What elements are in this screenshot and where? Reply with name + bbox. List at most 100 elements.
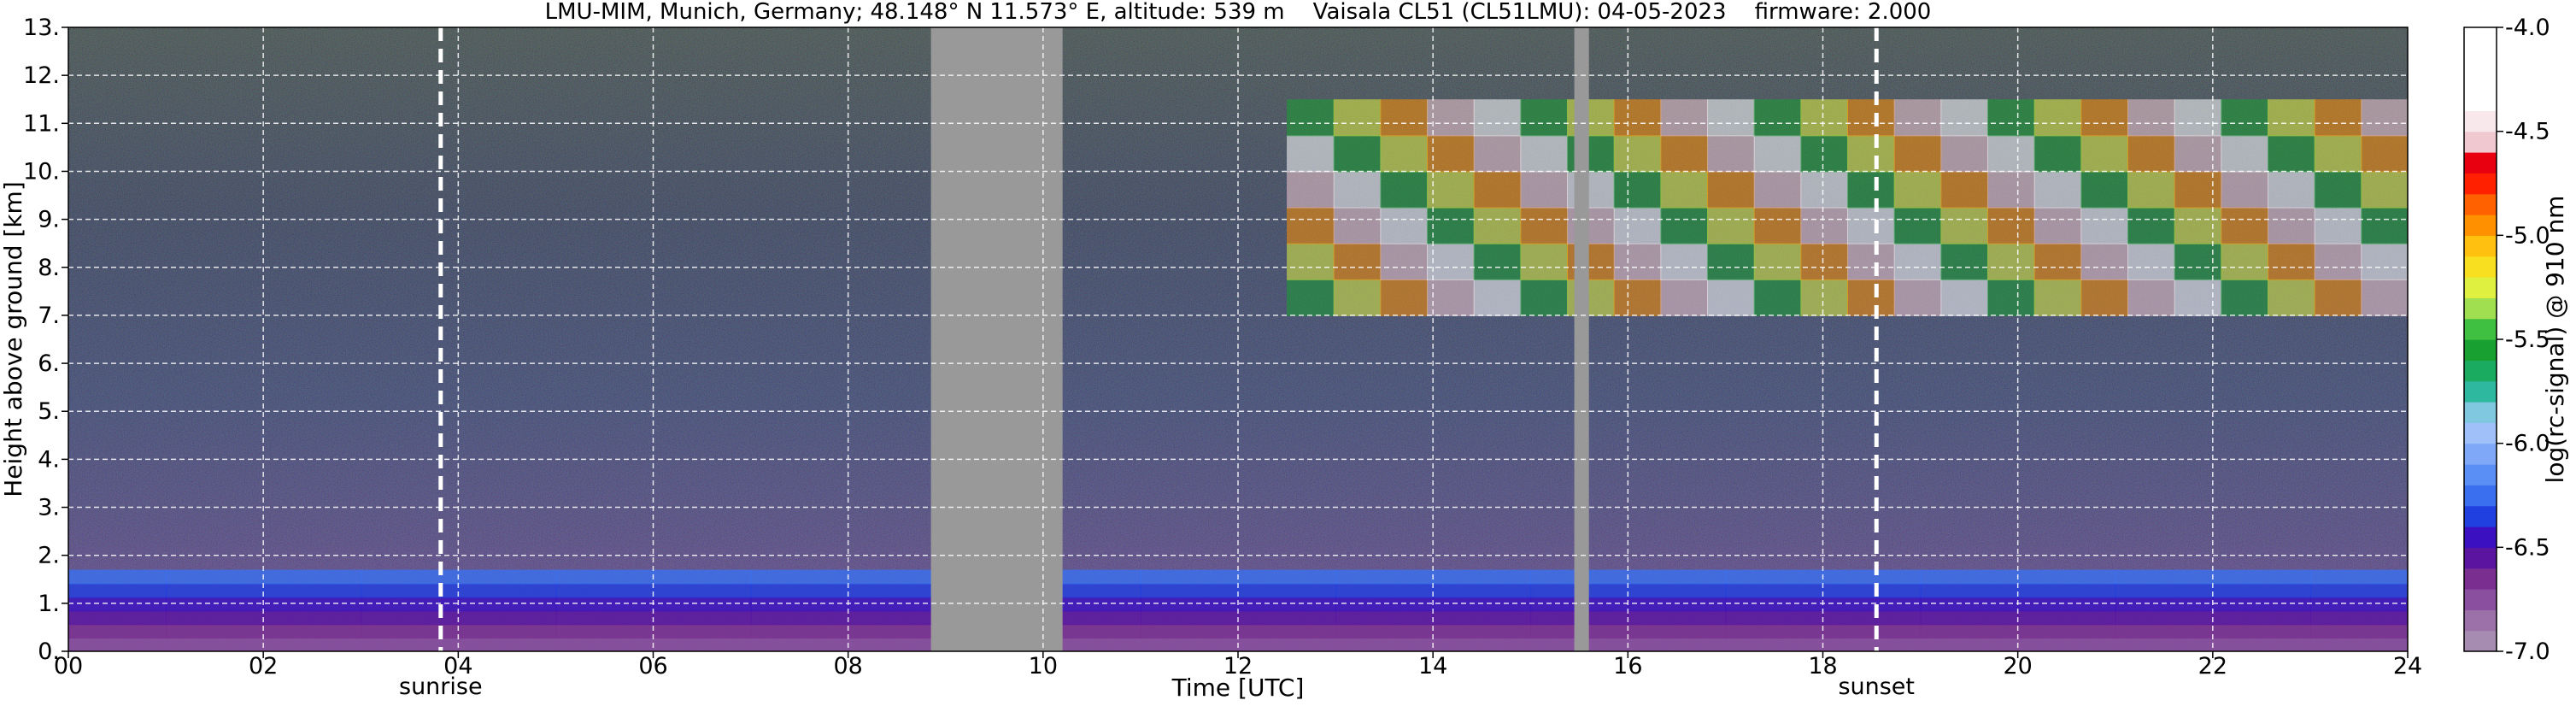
feature-cell xyxy=(2127,279,2175,316)
y-tick-label: 7. xyxy=(38,303,60,329)
feature-cell xyxy=(1140,597,1239,612)
feature-cell xyxy=(68,583,167,598)
x-tick-label: 16 xyxy=(1613,653,1642,680)
feature-cell xyxy=(1893,207,1942,244)
feature-cell xyxy=(2080,171,2129,209)
feature-cell xyxy=(1707,243,1755,280)
feature-cell xyxy=(2221,171,2269,209)
feature-cell xyxy=(1893,171,1942,209)
feature-cell xyxy=(166,583,265,598)
feature-cell xyxy=(2361,135,2408,173)
y-tick-label: 11. xyxy=(23,110,60,137)
colorbar-swatches xyxy=(2464,27,2497,652)
feature-cell xyxy=(1822,583,1922,598)
feature-cell xyxy=(1520,171,1569,209)
x-tick-label: 06 xyxy=(638,653,667,680)
day-marker-labels: sunrise sunset xyxy=(399,674,1915,700)
feature-cell xyxy=(2127,99,2175,137)
colorbar-swatch xyxy=(2464,235,2497,257)
feature-cell xyxy=(2127,243,2175,280)
feature-cell xyxy=(1238,638,1337,651)
feature-cell xyxy=(2221,99,2269,137)
feature-cell xyxy=(2212,569,2311,585)
feature-cell xyxy=(1140,610,1239,626)
feature-cell xyxy=(1940,207,1989,244)
feature-cell xyxy=(1433,583,1532,598)
feature-cell xyxy=(1847,243,1895,280)
feature-cell xyxy=(1847,171,1895,209)
colorbar: -7.0 -6.5 -6.0 -5.5 -5.0 -4.5 -4.0 log(rc-sign… xyxy=(2463,15,2569,665)
feature-cell xyxy=(1380,279,1429,316)
feature-cell xyxy=(2080,99,2129,137)
colorbar-swatch xyxy=(2464,297,2497,320)
y-axis-ticks: 0. 1. 2. 3. 4. 5. 6. 7. 8. 9. 10. 11. 12. 13. xyxy=(23,15,68,665)
feature-cell xyxy=(1628,638,1727,651)
feature-cell xyxy=(555,638,654,651)
feature-cell xyxy=(1753,207,1802,244)
feature-cirrus-cloud xyxy=(1287,99,2408,316)
feature-cell xyxy=(1433,610,1532,626)
feature-cell xyxy=(653,610,752,626)
feature-cell xyxy=(1725,610,1824,626)
colorbar-swatch xyxy=(2464,609,2497,632)
feature-cell xyxy=(1427,135,1475,173)
feature-cell xyxy=(1660,171,1709,209)
feature-cell xyxy=(2115,569,2214,585)
feature-cell xyxy=(2174,279,2222,316)
feature-cell xyxy=(1822,597,1922,612)
x-tick-label: 12 xyxy=(1223,653,1253,680)
feature-cell xyxy=(1380,243,1429,280)
feature-cell xyxy=(2017,610,2116,626)
feature-cell xyxy=(1433,638,1532,651)
feature-cell xyxy=(555,624,654,639)
feature-cell xyxy=(750,569,849,585)
feature-cell xyxy=(2127,207,2175,244)
feature-cell xyxy=(2017,569,2116,585)
colorbar-swatch xyxy=(2464,131,2497,153)
feature-cell xyxy=(2268,243,2315,280)
x-tick-label: 00 xyxy=(54,653,83,680)
feature-cell xyxy=(1847,99,1895,137)
feature-cell xyxy=(1628,624,1727,639)
feature-cell xyxy=(2221,243,2269,280)
colorbar-tick-label: -6.5 xyxy=(2505,534,2550,561)
feature-cell xyxy=(555,597,654,612)
feature-cell xyxy=(458,638,557,651)
colorbar-tick-label: -5.5 xyxy=(2505,327,2550,353)
feature-cell xyxy=(2309,583,2408,598)
feature-cell xyxy=(2174,243,2222,280)
feature-cell xyxy=(1335,583,1435,598)
feature-cell xyxy=(653,624,752,639)
y-tick-label: 8. xyxy=(38,255,60,281)
feature-cell xyxy=(2314,243,2362,280)
feature-cell xyxy=(1380,135,1429,173)
feature-cell xyxy=(1800,171,1849,209)
feature-cell xyxy=(1333,99,1382,137)
feature-cell xyxy=(1800,99,1849,137)
colorbar-swatch xyxy=(2464,568,2497,590)
colorbar-swatch xyxy=(2464,48,2497,70)
feature-cell xyxy=(555,583,654,598)
feature-cell xyxy=(2361,99,2408,137)
sunrise-label: sunrise xyxy=(399,674,483,700)
feature-cell xyxy=(1940,279,1989,316)
feature-cell xyxy=(263,638,362,651)
feature-cell xyxy=(361,597,460,612)
feature-cell xyxy=(1940,171,1989,209)
feature-cell xyxy=(1042,597,1141,612)
feature-cell xyxy=(1753,171,1802,209)
feature-cell xyxy=(2127,135,2175,173)
feature-cell xyxy=(2309,597,2408,612)
feature-cell xyxy=(848,583,947,598)
feature-cell xyxy=(1822,638,1922,651)
feature-cell xyxy=(1238,597,1337,612)
feature-cell xyxy=(1660,99,1709,137)
feature-cell xyxy=(2212,638,2311,651)
feature-cell xyxy=(1335,569,1435,585)
feature-cell xyxy=(750,597,849,612)
colorbar-swatch xyxy=(2464,402,2497,423)
feature-cell xyxy=(1660,135,1709,173)
feature-cell xyxy=(1567,279,1615,316)
feature-cell xyxy=(2268,207,2315,244)
